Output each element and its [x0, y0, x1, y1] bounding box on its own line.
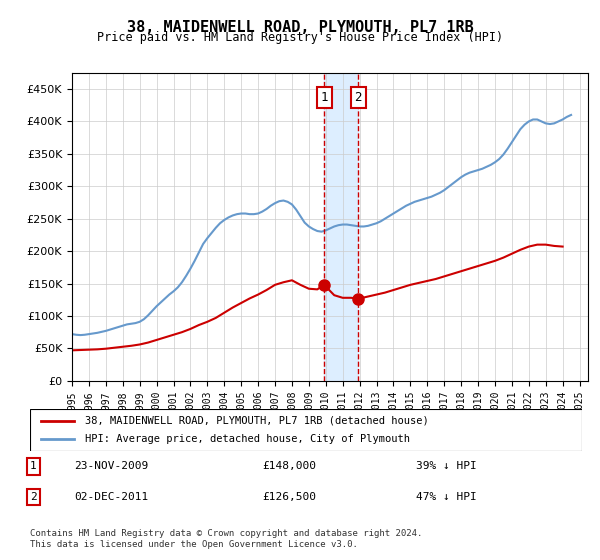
Text: 38, MAIDENWELL ROAD, PLYMOUTH, PL7 1RB (detached house): 38, MAIDENWELL ROAD, PLYMOUTH, PL7 1RB (… — [85, 416, 429, 426]
Text: 23-NOV-2009: 23-NOV-2009 — [74, 461, 148, 471]
Text: HPI: Average price, detached house, City of Plymouth: HPI: Average price, detached house, City… — [85, 434, 410, 444]
Text: £126,500: £126,500 — [262, 492, 316, 502]
Text: 2: 2 — [30, 492, 37, 502]
Text: 39% ↓ HPI: 39% ↓ HPI — [416, 461, 477, 471]
Text: 02-DEC-2011: 02-DEC-2011 — [74, 492, 148, 502]
Text: Contains HM Land Registry data © Crown copyright and database right 2024.
This d: Contains HM Land Registry data © Crown c… — [30, 529, 422, 549]
Text: £148,000: £148,000 — [262, 461, 316, 471]
Text: 1: 1 — [30, 461, 37, 471]
Text: Price paid vs. HM Land Registry's House Price Index (HPI): Price paid vs. HM Land Registry's House … — [97, 31, 503, 44]
FancyBboxPatch shape — [30, 409, 582, 451]
Text: 1: 1 — [320, 91, 328, 104]
Bar — [324, 73, 358, 381]
Text: 38, MAIDENWELL ROAD, PLYMOUTH, PL7 1RB: 38, MAIDENWELL ROAD, PLYMOUTH, PL7 1RB — [127, 20, 473, 35]
Text: 47% ↓ HPI: 47% ↓ HPI — [416, 492, 477, 502]
Text: 2: 2 — [355, 91, 362, 104]
